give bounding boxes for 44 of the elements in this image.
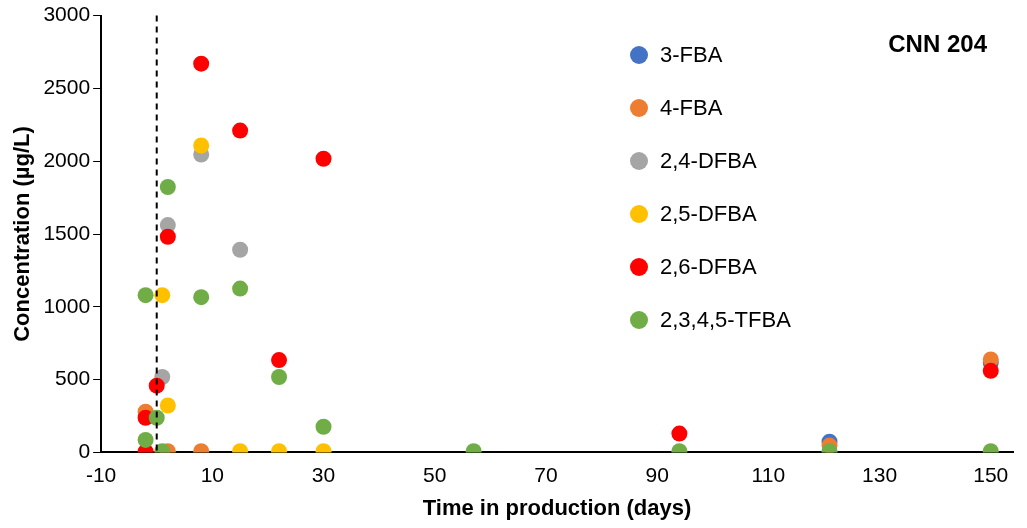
- point: [154, 287, 171, 304]
- point: [232, 280, 249, 297]
- y-tick-label: 500: [55, 366, 91, 390]
- point: [232, 241, 249, 258]
- x-axis-title: Time in production (days): [422, 494, 692, 520]
- y-tick-label: 0: [78, 439, 91, 463]
- x-tick-label: 130: [862, 462, 898, 486]
- point: [232, 122, 249, 139]
- x-tick-label: -10: [85, 462, 117, 486]
- x-tick-label: 110: [751, 462, 786, 486]
- x-tick-label: 150: [973, 462, 1009, 486]
- x-tick-label: 70: [534, 462, 558, 486]
- x-tick-label: 50: [423, 462, 447, 486]
- y-tick-label: 1500: [43, 220, 91, 244]
- point: [193, 55, 210, 72]
- legend-label: 2,5-DFBA: [660, 200, 757, 227]
- legend-label: 2,4-DFBA: [660, 147, 757, 174]
- y-tick-label: 2500: [43, 75, 91, 99]
- point: [137, 287, 154, 304]
- annotation: CNN 204: [888, 30, 987, 58]
- legend-label: 2,3,4,5-TFBA: [660, 306, 791, 333]
- point: [137, 431, 154, 448]
- x-tick-label: 90: [645, 462, 669, 486]
- x-tick-label: 10: [200, 462, 224, 486]
- point: [271, 368, 288, 385]
- point: [193, 137, 210, 154]
- point: [671, 425, 688, 442]
- y-tick-label: 2000: [43, 148, 91, 171]
- point: [982, 362, 999, 379]
- point: [159, 228, 176, 245]
- point: [193, 289, 210, 306]
- point: [271, 352, 288, 369]
- legend-label: 3-FBA: [660, 41, 723, 68]
- y-axis-title: Concentration (µg/L): [9, 126, 35, 342]
- point: [159, 397, 176, 414]
- point: [315, 418, 332, 435]
- y-tick-label: 1000: [43, 293, 91, 317]
- legend-label: 2,6-DFBA: [660, 253, 757, 280]
- point: [159, 178, 176, 195]
- point: [315, 150, 332, 167]
- x-tick-label: 30: [311, 462, 336, 486]
- legend-label: 4-FBA: [660, 94, 723, 121]
- y-tick-label: 3000: [43, 2, 91, 26]
- point: [148, 409, 165, 426]
